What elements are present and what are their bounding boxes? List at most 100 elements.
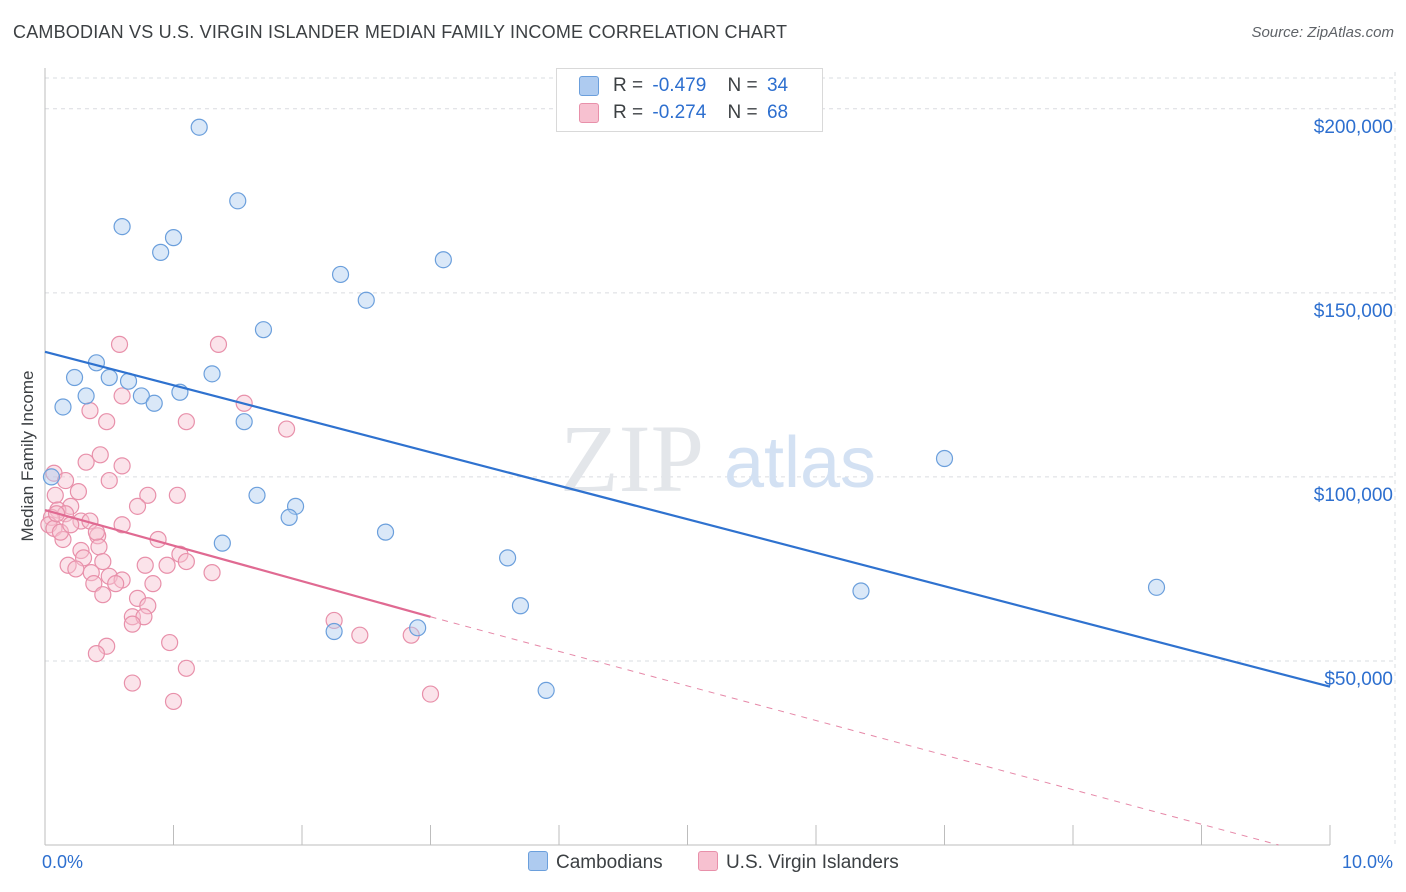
virgin-islander-point [123,615,141,633]
cambodian-point [852,582,870,600]
virgin-islander-point [177,552,195,571]
cambodian-point [203,365,221,383]
virgin-islander-point [107,575,125,593]
cambodian-point [935,449,954,468]
y-tick-label: $50,000 [1324,669,1393,690]
cambodian-point [152,243,170,261]
legend-swatch-pink [697,851,718,871]
cambodian-point [1147,578,1166,596]
virgin-islander-point [177,659,195,677]
watermark: ZIP atlas [560,405,876,512]
cambodian-point [229,192,247,210]
virgin-islander-point [177,413,195,431]
x-tick-label-min: 0.0% [42,852,84,872]
cambodian-point [132,387,150,405]
legend-n-label: N = [727,102,758,123]
virgin-islander-point [100,471,118,490]
correlation-legend: R = -0.479 N = 34 R = -0.274 N = 68 [556,68,823,132]
virgin-islanders-trend-extension [430,616,1279,846]
virgin-islander-point [128,497,147,515]
cambodian-point [325,622,343,641]
virgin-islander-point [94,552,112,571]
cambodians-trend-line [44,350,1331,688]
cambodian-point [235,413,253,431]
cambodian-point [409,619,427,637]
cambodian-point [54,398,72,416]
cambodians-points [42,118,1166,700]
legend-n-value: 34 [766,75,789,96]
y-tick-labels: $50,000 $100,000 $150,000 $200,000 [1314,117,1393,690]
virgin-islander-point [144,575,162,593]
cambodian-point [331,265,350,284]
virgin-islander-point [158,556,176,574]
virgin-islanders-points [40,335,440,711]
virgin-islander-point [87,644,106,663]
legend-r-label: R = [613,75,644,96]
virgin-islander-point [161,633,179,652]
y-tick-label: $150,000 [1314,301,1393,322]
virgin-islander-point [110,335,129,353]
virgin-islander-point [168,486,186,504]
cambodian-point [280,508,298,526]
cambodian-point [511,597,530,615]
virgin-islander-point [421,685,440,703]
virgin-islander-point [46,486,64,504]
cambodian-point [248,486,266,504]
virgin-islander-point [123,674,141,692]
virgin-islander-point [98,413,116,431]
virgin-islander-point [209,335,228,353]
cambodian-point [357,291,375,309]
source-label: Source: ZipAtlas.com [1251,24,1394,41]
virgin-islander-point [56,471,75,490]
cambodian-point [434,251,452,269]
legend-item-cambodians[interactable]: Cambodians [528,851,663,874]
legend-label-cambodians: Cambodians [556,852,663,873]
virgin-islander-point [91,446,109,464]
cambodian-point [537,681,555,700]
cambodian-point [100,368,118,387]
virgin-islander-point [90,538,108,556]
tick-layer [44,68,1331,846]
chart-title: CAMBODIAN VS U.S. VIRGIN ISLANDER MEDIAN… [13,22,788,42]
y-tick-label: $100,000 [1314,485,1393,506]
legend-swatch-pink [579,103,599,123]
grid-layer [45,72,1396,845]
legend-r-label: R = [613,102,644,123]
cambodian-point [145,394,163,412]
cambodian-point [499,549,517,567]
virgin-islander-point [94,586,112,604]
series-legend: Cambodians U.S. Virgin Islanders [528,851,929,874]
legend-label-virgin-islanders: U.S. Virgin Islanders [725,852,899,873]
virgin-islander-point [85,575,103,593]
watermark-zip: ZIP [560,405,704,512]
legend-n-value: 68 [766,102,789,123]
legend-r-value: -0.479 [652,75,707,96]
virgin-islander-point [113,516,131,534]
cambodian-point [213,534,231,552]
y-axis-label: Median Family Income [18,370,37,542]
virgin-islander-point [81,402,99,420]
virgin-islander-point [136,556,154,574]
legend-swatch-blue [528,851,548,871]
virgin-islander-point [77,453,95,471]
trend-lines [44,350,1331,846]
virgin-islander-point [139,486,157,504]
virgin-islander-point [164,692,183,711]
cambodian-point [42,468,61,486]
virgin-islander-point [69,483,88,501]
watermark-atlas: atlas [724,423,876,503]
cambodian-point [190,118,208,136]
legend-item-virgin-islanders[interactable]: U.S. Virgin Islanders [697,851,899,874]
virgin-islander-point [203,564,221,582]
legend-swatch-blue [579,76,599,96]
cambodian-point [376,523,395,541]
cambodian-point [77,387,95,405]
virgin-islander-point [67,560,85,578]
legend-r-value: -0.274 [652,102,707,123]
virgin-islander-point [139,597,157,615]
virgin-islander-point [351,626,369,644]
legend-n-label: N = [727,75,758,96]
virgin-islanders-trend-line [44,508,431,618]
cambodian-point [254,321,273,339]
